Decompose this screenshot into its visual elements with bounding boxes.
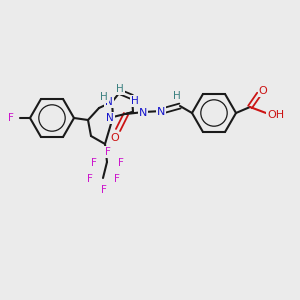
Text: H: H	[131, 96, 139, 106]
Text: F: F	[91, 158, 97, 168]
Text: F: F	[87, 174, 93, 184]
Text: N: N	[157, 107, 165, 117]
Text: H: H	[100, 92, 108, 102]
Text: O: O	[259, 86, 267, 96]
Text: N: N	[105, 97, 113, 107]
Text: O: O	[111, 133, 119, 143]
Text: F: F	[114, 174, 120, 184]
Text: F: F	[105, 147, 111, 157]
Text: F: F	[101, 185, 107, 195]
Text: OH: OH	[267, 110, 285, 120]
Text: N: N	[139, 108, 147, 118]
Text: N: N	[106, 113, 114, 123]
Text: F: F	[118, 158, 124, 168]
Text: F: F	[8, 113, 14, 123]
Text: H: H	[173, 91, 181, 101]
Text: H: H	[116, 84, 124, 94]
